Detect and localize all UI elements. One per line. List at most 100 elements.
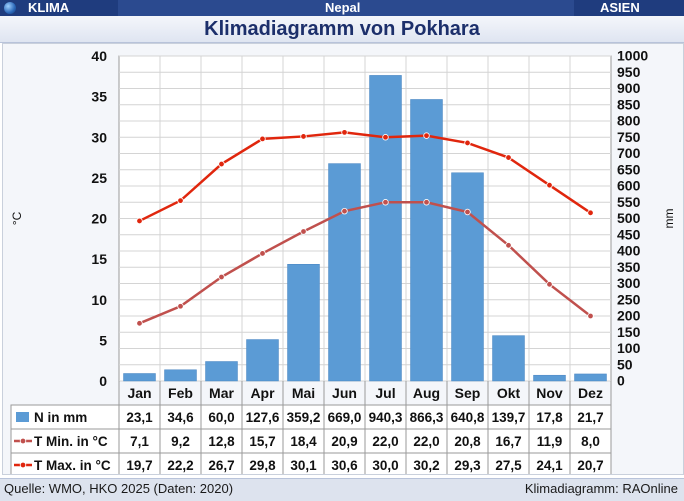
tmax-point-Mai bbox=[300, 133, 307, 140]
asien-label: ASIEN bbox=[600, 0, 640, 15]
region-tab-klima[interactable]: KLIMA bbox=[0, 0, 118, 16]
right-tick-label: 900 bbox=[617, 80, 641, 96]
table-value-Aug: 866,3 bbox=[410, 410, 444, 425]
table-value-Feb: 34,6 bbox=[167, 410, 194, 425]
globe-icon bbox=[4, 2, 16, 14]
right-axis-title: mm bbox=[662, 209, 676, 229]
category-label-Jan: Jan bbox=[127, 385, 151, 401]
right-tick-label: 250 bbox=[617, 291, 641, 307]
table-value-Jun: 30,6 bbox=[331, 458, 358, 473]
category-label-Mai: Mai bbox=[292, 385, 315, 401]
left-tick-label: 10 bbox=[91, 292, 107, 308]
table-value-Aug: 30,2 bbox=[413, 458, 439, 473]
bar-Okt bbox=[492, 335, 525, 382]
tmax-point-Jan bbox=[136, 217, 143, 225]
credit-text: Klimadiagramm: RAOnline bbox=[524, 481, 678, 496]
tmin-point-Aug bbox=[423, 199, 430, 206]
title-bar: Klimadiagramm von Pokhara bbox=[0, 16, 684, 43]
table-value-Aug: 22,0 bbox=[413, 434, 439, 449]
tmax-point-Sep bbox=[464, 139, 471, 147]
table-value-Feb: 22,2 bbox=[167, 458, 193, 473]
table-value-Okt: 27,5 bbox=[495, 458, 522, 473]
table-value-Okt: 16,7 bbox=[495, 434, 521, 449]
table-value-Nov: 11,9 bbox=[537, 434, 563, 449]
top-bar: KLIMA Nepal ASIEN bbox=[0, 0, 684, 16]
left-tick-label: 40 bbox=[91, 48, 107, 64]
tmin-point-Nov bbox=[546, 281, 553, 288]
right-tick-label: 700 bbox=[617, 145, 641, 161]
table-value-Sep: 29,3 bbox=[454, 458, 481, 473]
bar-Jun bbox=[328, 163, 361, 382]
tmax-point-Dez bbox=[587, 209, 594, 217]
category-label-Jun: Jun bbox=[332, 385, 357, 401]
tmax-point-Mar bbox=[218, 160, 225, 168]
right-tick-label: 450 bbox=[617, 226, 641, 242]
right-tick-label: 0 bbox=[617, 373, 625, 389]
chart-panel: 0 50 100 150 200 250 300 350 400 450 500 550 600 650 7… bbox=[2, 43, 684, 475]
left-tick-label: 0 bbox=[99, 373, 107, 389]
table-value-Jun: 669,0 bbox=[328, 410, 362, 425]
category-label-Jul: Jul bbox=[375, 385, 395, 401]
left-axis-title: °C bbox=[10, 211, 24, 225]
table-value-Jul: 30,0 bbox=[372, 458, 398, 473]
right-tick-label: 350 bbox=[617, 259, 641, 275]
bar-Mar bbox=[205, 361, 238, 382]
bar-Aug bbox=[410, 99, 443, 382]
tmin-point-Mar bbox=[218, 273, 225, 281]
legend-key-marker bbox=[19, 461, 27, 469]
right-tick-label: 1000 bbox=[617, 48, 648, 64]
footer-bar: Quelle: WMO, HKO 2025 (Daten: 2020) Klim… bbox=[0, 478, 684, 501]
legend-key-marker bbox=[19, 437, 27, 445]
tmin-point-Feb bbox=[177, 303, 184, 310]
left-tick-label: 35 bbox=[91, 89, 107, 105]
tmin-point-Dez bbox=[587, 312, 594, 320]
right-tick-label: 500 bbox=[617, 210, 641, 226]
tmin-point-Jan bbox=[136, 320, 143, 327]
category-label-Apr: Apr bbox=[250, 385, 275, 401]
table-value-Sep: 640,8 bbox=[451, 410, 485, 425]
table-value-Jan: 19,7 bbox=[126, 458, 152, 473]
table-value-Jul: 940,3 bbox=[369, 410, 403, 425]
right-tick-label: 50 bbox=[617, 356, 633, 372]
right-tick-label: 800 bbox=[617, 113, 641, 129]
tmin-point-Okt bbox=[505, 242, 512, 249]
legend-label: N in mm bbox=[34, 410, 87, 425]
table-value-Nov: 24,1 bbox=[536, 458, 563, 473]
tmax-point-Feb bbox=[177, 197, 184, 204]
category-label-Feb: Feb bbox=[168, 385, 193, 401]
bar-Dez bbox=[574, 373, 607, 382]
right-tick-label: 850 bbox=[617, 96, 641, 112]
left-tick-label: 5 bbox=[99, 332, 107, 348]
region-tab-asien[interactable]: ASIEN bbox=[574, 0, 684, 16]
table-value-Jan: 7,1 bbox=[130, 434, 149, 449]
table-value-Jul: 22,0 bbox=[372, 434, 398, 449]
data-table bbox=[10, 404, 612, 474]
category-label-Dez: Dez bbox=[578, 385, 603, 401]
tmin-point-Mai bbox=[300, 228, 307, 235]
tmin-point-Jun bbox=[341, 207, 348, 215]
bar-Mai bbox=[287, 264, 320, 382]
source-text: Quelle: WMO, HKO 2025 (Daten: 2020) bbox=[4, 481, 234, 496]
right-tick-label: 750 bbox=[617, 129, 641, 145]
table-value-Jun: 20,9 bbox=[331, 434, 357, 449]
tmax-point-Aug bbox=[423, 132, 430, 139]
tmin-point-Apr bbox=[259, 250, 266, 257]
table-value-Mai: 359,2 bbox=[287, 410, 321, 425]
category-label-Aug: Aug bbox=[413, 385, 440, 401]
right-tick-label: 650 bbox=[617, 161, 641, 177]
legend-label: T Min. in °C bbox=[34, 434, 108, 449]
left-tick-label: 25 bbox=[91, 170, 107, 186]
tmax-point-Okt bbox=[505, 154, 512, 161]
table-value-Okt: 139,7 bbox=[492, 410, 526, 425]
tmax-line bbox=[138, 131, 592, 223]
category-label-Sep: Sep bbox=[455, 385, 481, 401]
table-value-Dez: 8,0 bbox=[581, 434, 600, 449]
legend-key-bar bbox=[16, 412, 29, 422]
table-value-Apr: 15,7 bbox=[249, 434, 275, 449]
table-value-Mar: 60,0 bbox=[208, 410, 234, 425]
bar-Feb bbox=[164, 369, 197, 382]
right-tick-label: 300 bbox=[617, 275, 641, 291]
legend-label: T Max. in °C bbox=[34, 458, 111, 473]
left-tick-label: 30 bbox=[91, 129, 107, 145]
right-tick-label: 550 bbox=[617, 194, 641, 210]
